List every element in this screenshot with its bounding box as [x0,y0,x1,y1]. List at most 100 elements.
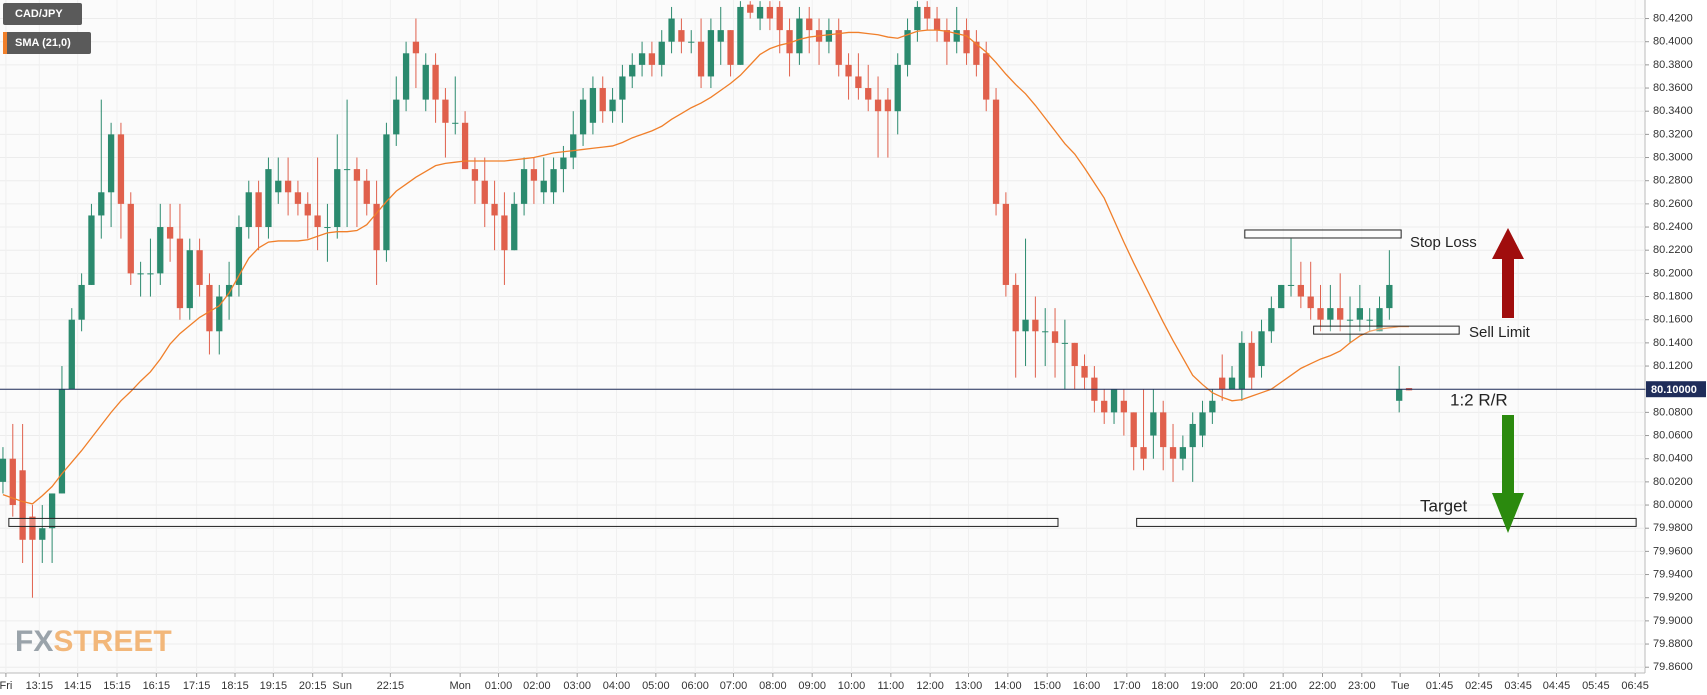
y-tick-label: 80.1200 [1653,360,1693,372]
candle-body [29,516,36,540]
y-tick-label: 80.2400 [1653,221,1693,233]
candle-body [1376,308,1383,332]
candle-body [609,99,616,112]
candle-body [88,215,95,285]
price-label: 80.10000 [1651,384,1697,396]
candle-body [9,458,16,506]
plot [0,1,1413,598]
candle-body [68,319,75,390]
x-tick-label: 14:15 [64,680,92,692]
candle-body [1327,308,1334,320]
candle-body [963,30,970,54]
candle-body [186,250,193,309]
y-tick-label: 79.9200 [1653,592,1693,604]
sell-limit-label: Sell Limit [1469,324,1531,341]
candle-body [393,99,400,135]
y-tick-label: 80.1400 [1653,337,1693,349]
x-tick-label: 20:00 [1230,680,1258,692]
x-tick-label: 22:15 [377,680,405,692]
target-label: Target [1420,496,1468,515]
candle-body [924,6,931,19]
down-arrow [1492,415,1524,533]
candle-body [294,192,302,204]
candle-body [983,53,990,100]
candle-body [1169,447,1177,459]
candle-body [275,180,282,193]
candle-body [1366,319,1373,321]
x-tick-label: 19:15 [260,680,288,692]
watermark-part: STREET [53,625,171,658]
y-tick-label: 80.0200 [1653,476,1693,488]
candle-body [196,250,203,285]
x-tick-label: Tue [1391,680,1410,692]
x-tick-label: 13:15 [26,680,54,692]
candle-body [432,64,439,100]
candle-body [589,88,597,123]
x-tick-label: 10:00 [838,680,866,692]
x-tick-label: 21:00 [1269,680,1297,692]
candle-body [39,528,46,540]
x-tick-label: 20:15 [299,680,327,692]
x-tick-label: 16:15 [143,680,171,692]
candle-body [717,30,724,42]
y-tick-label: 80.0400 [1653,453,1693,465]
x-tick-label: 05:00 [642,680,670,692]
x-tick-label: 06:00 [681,680,709,692]
candle-body [117,134,125,204]
candle-body [884,99,892,112]
candle-body [550,169,557,193]
candle-body [334,169,341,228]
y-tick-label: 80.4000 [1653,36,1693,48]
candle-body [1012,284,1019,332]
y-tick-label: 80.3000 [1653,151,1693,163]
y-tick-label: 79.9800 [1653,522,1693,534]
candle-body [147,273,154,275]
candle-body [0,458,7,482]
x-tick-label: 02:45 [1465,680,1493,692]
x-tick-label: 17:00 [1113,680,1141,692]
x-tick-label: 04:45 [1543,680,1571,692]
stop-loss-label: Stop Loss [1410,234,1477,251]
candle-body [1002,203,1010,285]
candle-body [235,227,243,285]
y-tick-label: 80.3400 [1653,105,1693,117]
candle-body [127,203,134,274]
x-tick-label: 03:00 [563,680,591,692]
candle-body [422,64,429,100]
x-tick-label: 03:45 [1504,680,1532,692]
y-tick-label: 80.1800 [1653,290,1693,302]
candle-body [353,169,361,181]
candle-body [874,99,882,112]
candle-body [255,192,262,228]
candle-body [1189,423,1196,448]
x-tick-label: 04:00 [603,680,631,692]
x-tick-label: Mon [449,680,470,692]
candle-body [678,30,685,42]
x-tick-label: Fri [0,680,12,692]
candle-body [314,215,321,228]
candle-body [973,41,980,65]
candle-body [688,41,695,43]
legend-box [3,3,82,25]
candle-body [304,203,311,216]
legend-box [3,32,91,54]
candle-body [78,284,85,320]
candle-body [1160,412,1167,448]
candle-body [1396,389,1403,401]
rr-label: 1:2 R/R [1450,390,1508,409]
candle-body [756,6,764,19]
candle-body [1150,412,1157,436]
candle-body [1356,308,1363,320]
y-tick-label: 80.2200 [1653,244,1693,256]
candle-body [1022,319,1029,332]
x-tick-label: 18:15 [221,680,249,692]
x-tick-label: 08:00 [759,680,787,692]
legend-entry: SMA (21,0) [15,37,71,49]
candle-body [265,169,272,228]
x-tick-label: 19:00 [1191,680,1219,692]
candle-body [570,134,577,158]
candle-body [1297,284,1305,297]
candle-body [471,169,479,181]
candle-body [137,273,144,275]
